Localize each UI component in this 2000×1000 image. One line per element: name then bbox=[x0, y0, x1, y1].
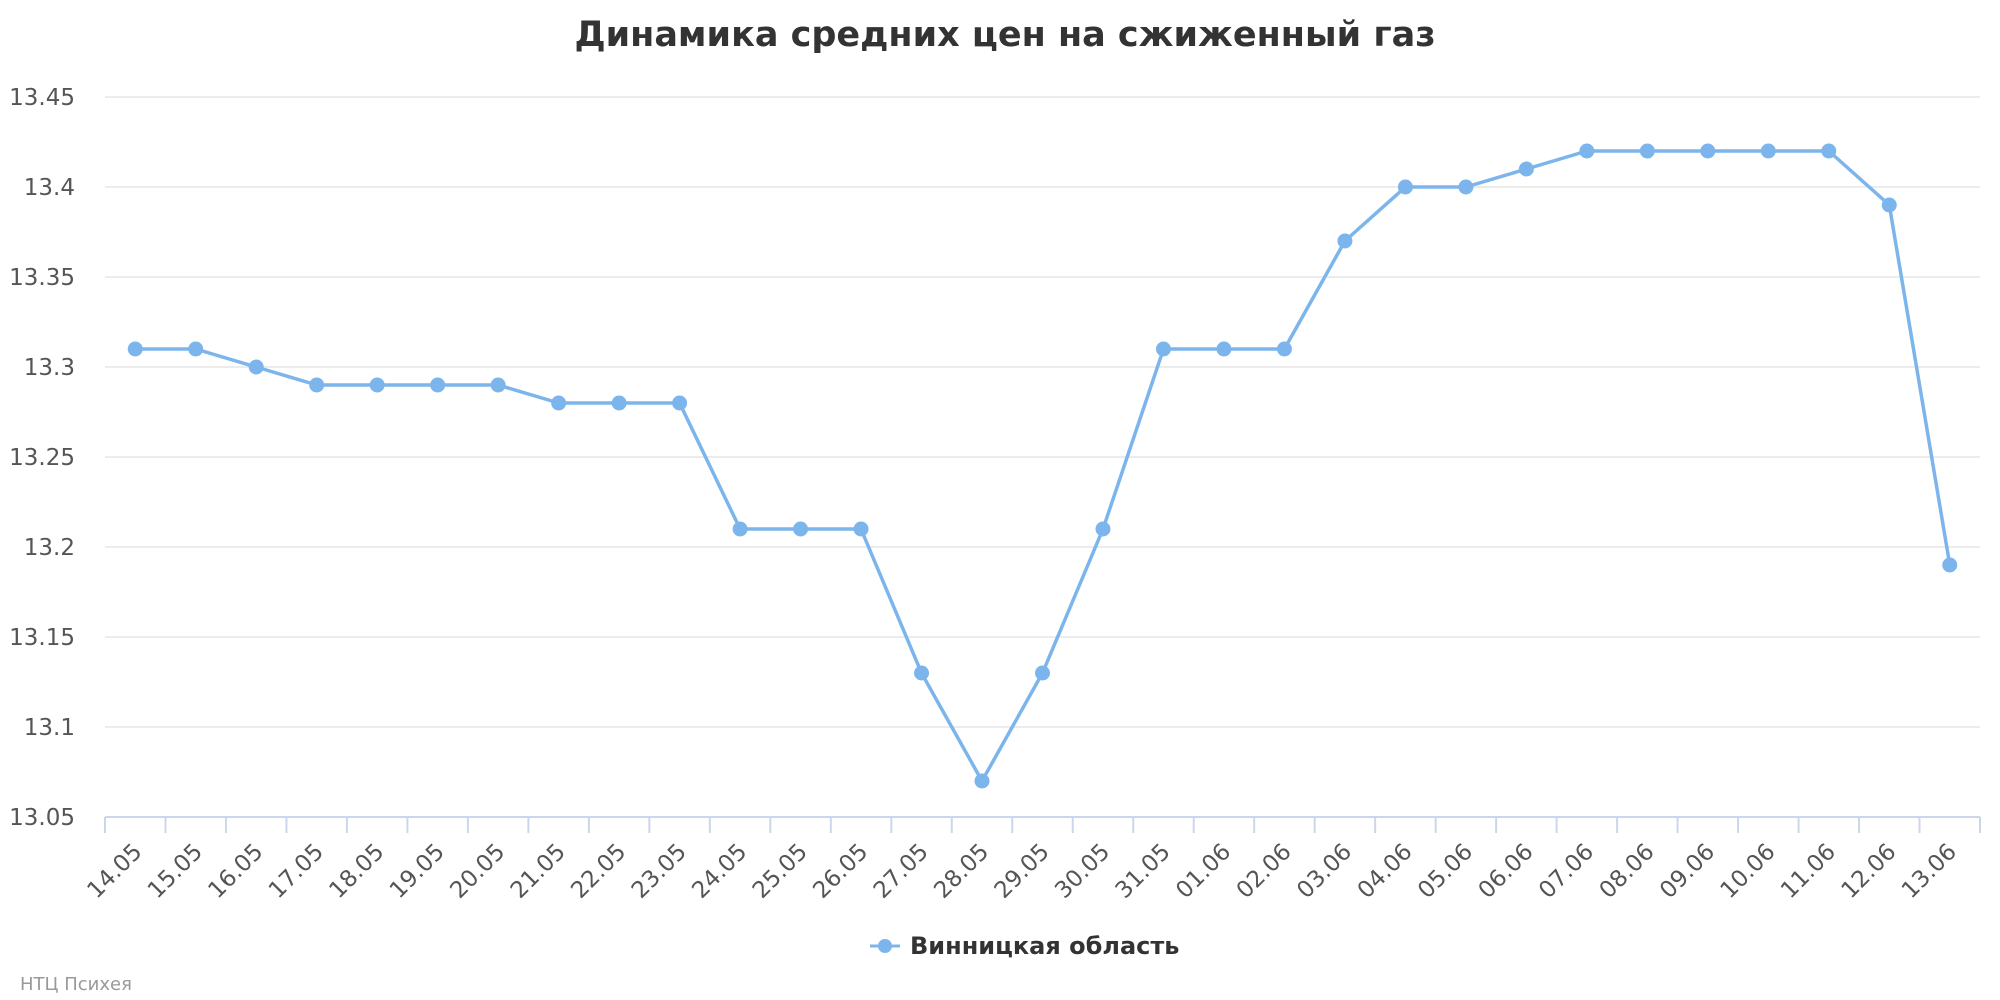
data-point[interactable] bbox=[490, 377, 506, 393]
data-point[interactable] bbox=[127, 341, 143, 357]
y-tick-label: 13.15 bbox=[9, 625, 75, 651]
data-point[interactable] bbox=[672, 395, 688, 411]
data-point[interactable] bbox=[1942, 557, 1958, 573]
data-point[interactable] bbox=[248, 359, 264, 375]
x-tick-label: 14.05 bbox=[83, 839, 148, 904]
data-point[interactable] bbox=[1458, 179, 1474, 195]
y-tick-label: 13.4 bbox=[24, 175, 75, 201]
x-tick-label: 05.06 bbox=[1413, 839, 1478, 904]
y-tick-label: 13.1 bbox=[24, 715, 75, 741]
x-tick-label: 01.06 bbox=[1171, 839, 1236, 904]
x-tick-label: 13.06 bbox=[1897, 839, 1962, 904]
data-point[interactable] bbox=[1397, 179, 1413, 195]
y-tick-label: 13.05 bbox=[9, 805, 75, 831]
legend-label: Винницкая область bbox=[910, 932, 1179, 960]
x-tick-label: 03.06 bbox=[1292, 839, 1357, 904]
x-tick-label: 10.06 bbox=[1716, 839, 1781, 904]
grid-lines bbox=[105, 96, 1980, 728]
data-point[interactable] bbox=[430, 377, 446, 393]
x-tick-label: 21.05 bbox=[506, 839, 571, 904]
data-point[interactable] bbox=[1881, 197, 1897, 213]
data-point[interactable] bbox=[309, 377, 325, 393]
x-tick-label: 25.05 bbox=[748, 839, 813, 904]
x-tick-label: 06.06 bbox=[1474, 839, 1539, 904]
data-point[interactable] bbox=[1035, 665, 1050, 681]
x-tick-label: 26.05 bbox=[808, 839, 873, 904]
x-tick-label: 28.05 bbox=[929, 839, 994, 904]
y-tick-label: 13.35 bbox=[9, 265, 75, 291]
data-point[interactable] bbox=[1700, 143, 1716, 159]
y-tick-label: 13.3 bbox=[24, 355, 75, 381]
data-point[interactable] bbox=[974, 773, 990, 789]
x-tick-label: 18.05 bbox=[324, 839, 389, 904]
x-tick-label: 29.05 bbox=[990, 839, 1055, 904]
data-point[interactable] bbox=[611, 395, 627, 411]
x-tick-label: 16.05 bbox=[203, 839, 268, 904]
data-point[interactable] bbox=[853, 521, 869, 537]
x-tick-label: 27.05 bbox=[869, 839, 934, 904]
data-point[interactable] bbox=[1095, 521, 1111, 537]
data-point[interactable] bbox=[1821, 143, 1837, 159]
data-point[interactable] bbox=[551, 395, 567, 411]
x-tick-label: 15.05 bbox=[143, 839, 208, 904]
series-group bbox=[127, 143, 1958, 789]
data-point[interactable] bbox=[1518, 161, 1534, 177]
x-tick-label: 12.06 bbox=[1837, 839, 1902, 904]
x-tick-label: 23.05 bbox=[627, 839, 692, 904]
data-point[interactable] bbox=[1276, 341, 1292, 357]
data-point[interactable] bbox=[1579, 143, 1595, 159]
x-axis: 14.0515.0516.0517.0518.0519.0520.0521.05… bbox=[83, 816, 1981, 904]
data-point[interactable] bbox=[1760, 143, 1776, 159]
x-tick-label: 30.05 bbox=[1050, 839, 1115, 904]
data-point[interactable] bbox=[1337, 233, 1353, 249]
y-tick-label: 13.2 bbox=[24, 535, 75, 561]
data-point[interactable] bbox=[369, 377, 385, 393]
x-tick-label: 17.05 bbox=[264, 839, 329, 904]
data-point[interactable] bbox=[1155, 341, 1171, 357]
x-tick-label: 31.05 bbox=[1111, 839, 1176, 904]
x-tick-label: 19.05 bbox=[385, 839, 450, 904]
x-tick-label: 08.06 bbox=[1595, 839, 1660, 904]
x-tick-label: 07.06 bbox=[1534, 839, 1599, 904]
y-tick-label: 13.45 bbox=[9, 85, 75, 111]
x-tick-label: 02.06 bbox=[1232, 839, 1297, 904]
data-point[interactable] bbox=[732, 521, 748, 537]
series-line bbox=[133, 149, 1952, 783]
legend[interactable]: Винницкая область bbox=[870, 932, 1179, 960]
y-tick-label: 13.25 bbox=[9, 445, 75, 471]
data-point[interactable] bbox=[793, 521, 809, 537]
data-point[interactable] bbox=[914, 665, 930, 681]
y-axis-labels: 13.05 13.1 13.15 13.2 13.25 13.3 13.35 13.4 13.4… bbox=[9, 85, 75, 831]
x-tick-label: 22.05 bbox=[566, 839, 631, 904]
data-point[interactable] bbox=[1639, 143, 1655, 159]
data-point[interactable] bbox=[1216, 341, 1232, 357]
x-tick-label: 04.06 bbox=[1353, 839, 1418, 904]
legend-marker-swatch bbox=[878, 939, 892, 953]
x-tick-label: 20.05 bbox=[445, 839, 510, 904]
x-tick-label: 24.05 bbox=[687, 839, 752, 904]
x-tick-label: 11.06 bbox=[1776, 839, 1841, 904]
chart-title: Динамика средних цен на сжиженный газ bbox=[574, 15, 1435, 55]
x-tick-label: 09.06 bbox=[1655, 839, 1720, 904]
data-point[interactable] bbox=[188, 341, 204, 357]
chart-credits[interactable]: НТЦ Психея bbox=[20, 974, 132, 995]
